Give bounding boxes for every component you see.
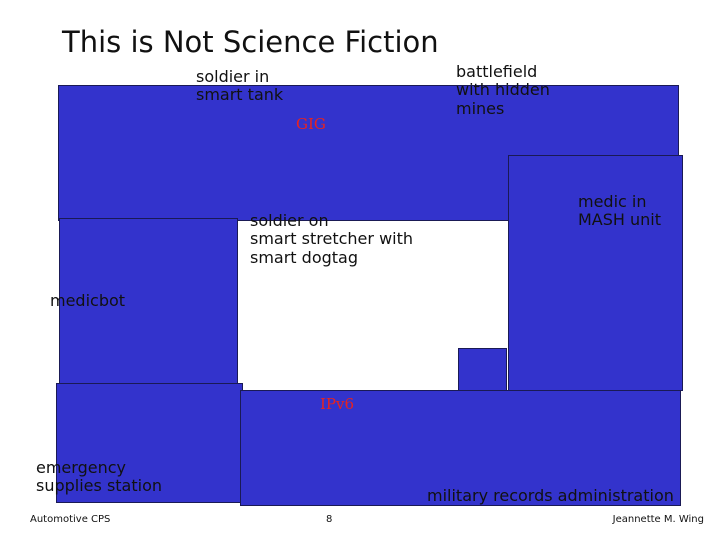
- label: medic in MASH unit: [578, 192, 662, 230]
- label: military records administration: [427, 486, 674, 505]
- label: GIG: [296, 115, 326, 133]
- picture-placeholder: [56, 383, 243, 503]
- label: battlefield with hidden mines: [456, 62, 550, 118]
- footer-left: Automotive CPS: [30, 514, 111, 525]
- label: medicbot: [50, 291, 126, 310]
- picture-placeholder: [240, 390, 681, 506]
- picture-placeholder: [59, 218, 238, 386]
- page-number: 8: [326, 514, 333, 525]
- label: soldier in smart tank: [196, 67, 284, 105]
- footer-right: Jeannette M. Wing: [612, 514, 704, 525]
- slide-title: This is Not Science Fiction: [62, 25, 439, 59]
- label: IPv6: [320, 395, 355, 413]
- label: emergency supplies station: [36, 458, 163, 496]
- label: soldier on smart stretcher with smart do…: [250, 211, 414, 267]
- picture-placeholder: [458, 348, 507, 393]
- picture-placeholder: [508, 155, 683, 391]
